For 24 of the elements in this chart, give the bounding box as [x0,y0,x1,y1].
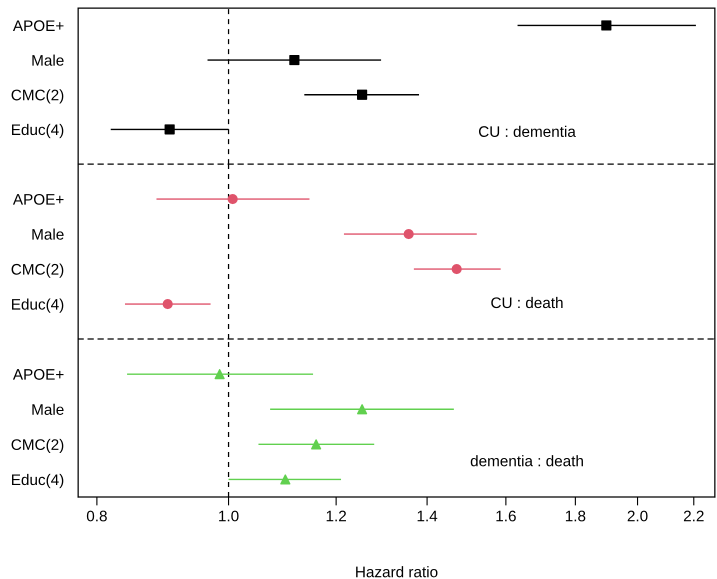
x-tick-label: 2.2 [684,510,704,522]
x-axis-title: Hazard ratio [356,566,438,578]
annotation: dementia : death [470,455,583,466]
y-tick-label: Male [32,228,64,240]
y-tick-label: APOE+ [12,369,64,380]
y-tick-label: Male [32,404,64,415]
x-tick-label: 1.4 [418,510,438,522]
x-tick-label: 1.2 [326,510,346,522]
y-tick-label: CMC(2) [12,264,64,278]
x-tick-label: 1.8 [566,510,586,522]
y-tick-label: CMC(2) [12,438,64,454]
y-tick-label: Educ(4) [12,298,64,313]
y-tick-label: Educ(4) [12,124,64,138]
x-tick-label: 2.0 [628,510,648,522]
annotation: CU : dementia [478,126,576,137]
y-tick-label: Male [32,54,64,66]
x-tick-label: 1.0 [219,510,239,522]
x-tick-label: 0.8 [86,510,107,522]
x-tick-label: 1.6 [496,510,516,522]
y-tick-label: APOE+ [12,20,64,32]
annotation: CU : death [491,296,563,308]
y-tick-label: CMC(2) [12,89,64,104]
y-tick-label: APOE+ [12,194,64,205]
y-tick-label: Educ(4) [12,474,64,488]
